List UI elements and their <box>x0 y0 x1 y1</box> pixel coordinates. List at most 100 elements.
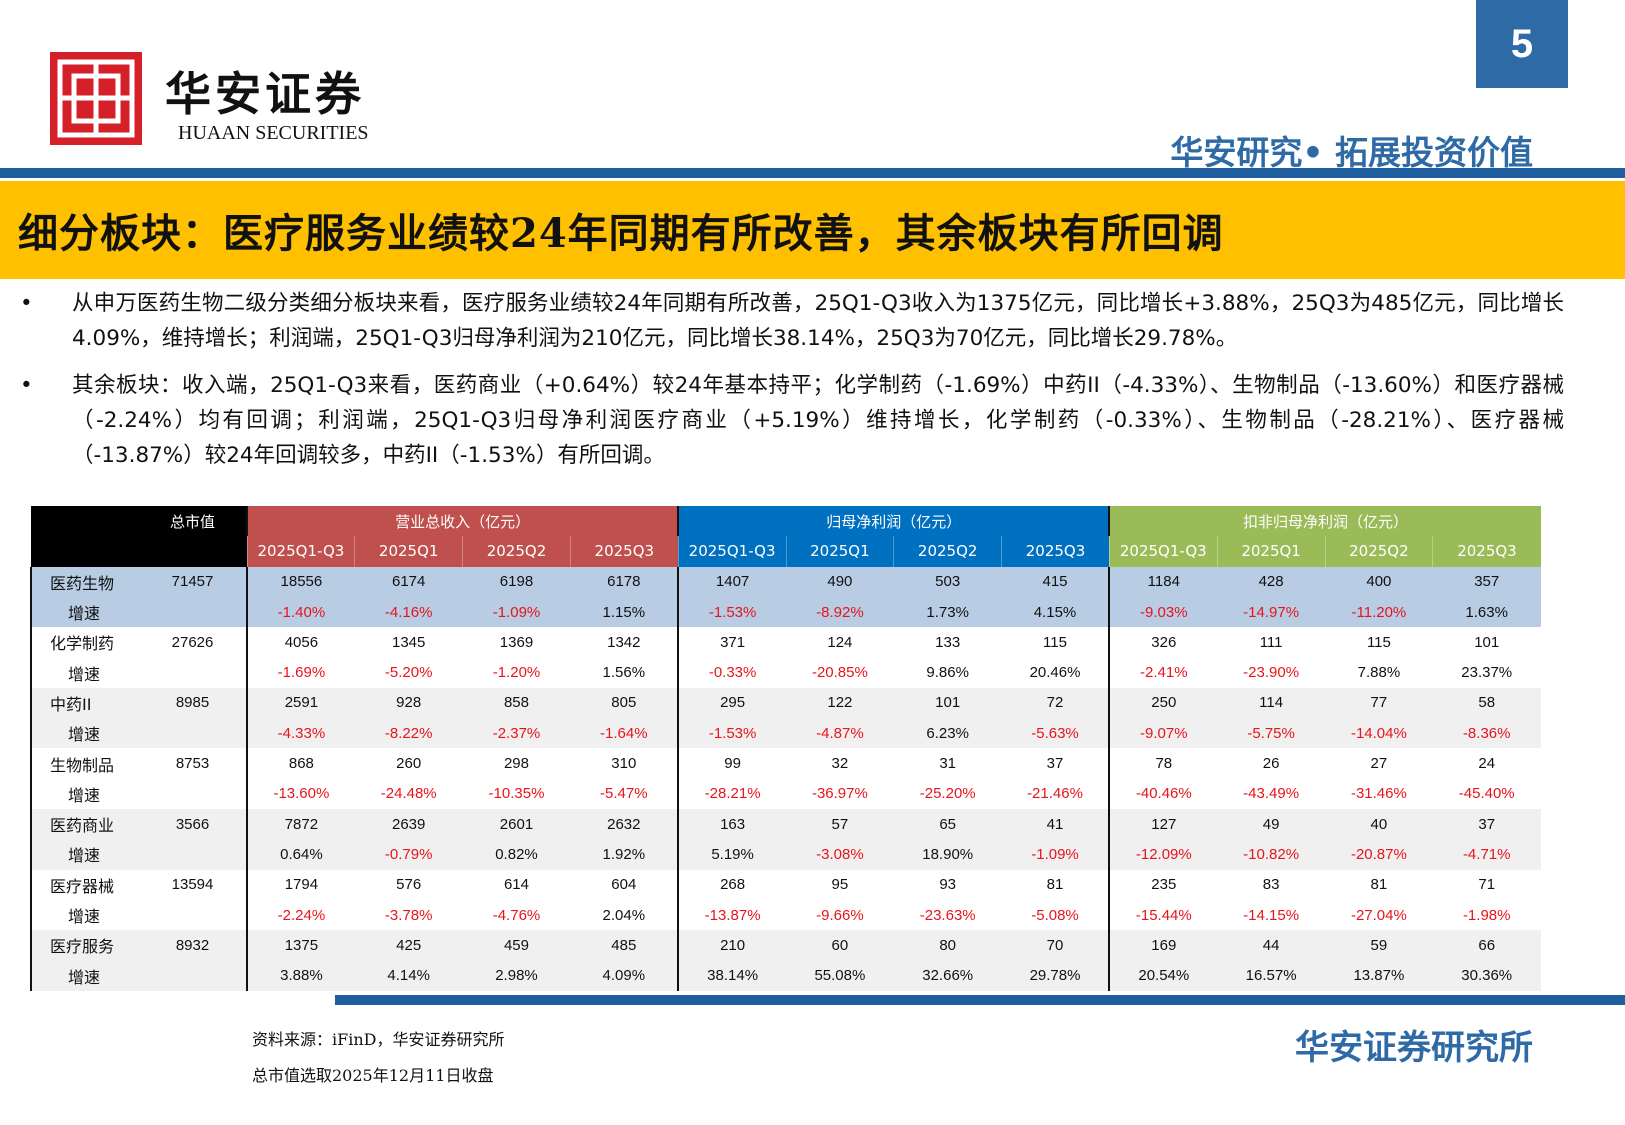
growth-cell: -1.69% <box>246 657 355 688</box>
value-cell: 210 <box>677 930 786 961</box>
value-cell: 459 <box>462 930 571 961</box>
value-cell: 24 <box>1432 748 1541 779</box>
bullet-list: • 从申万医药生物二级分类细分板块来看，医疗服务业绩较24年同期有所改善，25Q1… <box>14 286 1614 485</box>
value-cell: 37 <box>1432 808 1541 840</box>
growth-cell: -9.07% <box>1108 718 1218 749</box>
period-header: 2025Q2 <box>893 536 1002 567</box>
growth-label: 增速 <box>30 718 139 749</box>
growth-cell: -15.44% <box>1108 899 1218 931</box>
value-cell: 235 <box>1108 869 1218 900</box>
growth-cell: 23.37% <box>1432 657 1541 688</box>
value-cell: 77 <box>1325 687 1433 719</box>
value-cell: 2601 <box>462 808 571 840</box>
group-header: 扣非归母净利润（亿元） <box>1108 506 1541 537</box>
header-divider <box>0 168 1625 178</box>
growth-cell: -2.41% <box>1108 657 1218 688</box>
table-row: 医疗器械 13594 1794 576 614 604 268 95 93 81 235 83 81 71 <box>30 869 1541 900</box>
value-cell: 99 <box>677 748 786 779</box>
value-cell: 310 <box>570 748 679 779</box>
growth-cell: -1.98% <box>1432 899 1541 931</box>
value-cell: 604 <box>570 869 679 900</box>
value-cell: 2591 <box>246 687 355 719</box>
growth-cell: 0.64% <box>246 839 355 870</box>
empty-cell <box>139 657 247 688</box>
value-cell: 133 <box>893 627 1002 658</box>
empty-cell <box>139 960 247 991</box>
mcap-header: 总市值 <box>139 506 247 537</box>
value-cell: 71 <box>1432 869 1541 900</box>
growth-cell: -25.20% <box>893 778 1002 809</box>
value-cell: 485 <box>570 930 679 961</box>
growth-cell: 1.15% <box>570 596 679 628</box>
value-cell: 357 <box>1432 566 1541 597</box>
value-cell: 78 <box>1108 748 1218 779</box>
value-cell: 1369 <box>462 627 571 658</box>
growth-cell: -43.49% <box>1217 778 1325 809</box>
value-cell: 49 <box>1217 808 1325 840</box>
growth-cell: 4.15% <box>1001 596 1110 628</box>
value-cell: 122 <box>786 687 894 719</box>
empty-cell <box>139 899 247 931</box>
growth-cell: -14.97% <box>1217 596 1325 628</box>
growth-cell: -23.63% <box>893 899 1002 931</box>
growth-cell: 1.63% <box>1432 596 1541 628</box>
growth-cell: -14.04% <box>1325 718 1433 749</box>
growth-cell: 55.08% <box>786 960 894 991</box>
period-header: 2025Q1-Q3 <box>677 536 786 567</box>
period-header: 2025Q1 <box>1216 536 1325 567</box>
growth-cell: -40.46% <box>1108 778 1218 809</box>
title-bar: 细分板块：医疗服务业绩较24年同期有所改善，其余板块有所回调 <box>0 181 1625 279</box>
period-header: 2025Q1-Q3 <box>246 536 355 567</box>
period-header: 2025Q2 <box>462 536 571 567</box>
growth-cell: -0.33% <box>677 657 786 688</box>
value-cell: 81 <box>1325 869 1433 900</box>
growth-cell: 5.19% <box>677 839 786 870</box>
growth-cell: -2.37% <box>462 718 571 749</box>
value-cell: 81 <box>1001 869 1110 900</box>
value-cell: 72 <box>1001 687 1110 719</box>
growth-cell: -1.20% <box>462 657 571 688</box>
value-cell: 250 <box>1108 687 1218 719</box>
growth-cell: -11.20% <box>1325 596 1433 628</box>
value-cell: 58 <box>1432 687 1541 719</box>
growth-cell: -5.20% <box>354 657 463 688</box>
sector-name: 生物制品 <box>30 748 139 779</box>
value-cell: 60 <box>786 930 894 961</box>
value-cell: 576 <box>354 869 463 900</box>
value-cell: 295 <box>677 687 786 719</box>
page-number: 5 <box>1476 0 1568 88</box>
growth-cell: 16.57% <box>1217 960 1325 991</box>
growth-cell: 38.14% <box>677 960 786 991</box>
value-cell: 41 <box>1001 808 1110 840</box>
growth-cell: -1.53% <box>677 596 786 628</box>
corner-cell <box>31 536 139 567</box>
growth-cell: -36.97% <box>786 778 894 809</box>
bullet-icon: • <box>20 291 33 316</box>
bullet-item: • 其余板块：收入端，25Q1-Q3来看，医药商业（+0.64%）较24年基本持平… <box>14 368 1614 473</box>
sector-name: 医疗服务 <box>30 930 139 961</box>
value-cell: 101 <box>893 687 1002 719</box>
growth-cell: -1.09% <box>462 596 571 628</box>
growth-cell: 18.90% <box>893 839 1002 870</box>
growth-cell: 1.92% <box>570 839 679 870</box>
growth-cell: 4.09% <box>570 960 679 991</box>
page-title: 细分板块：医疗服务业绩较24年同期有所改善，其余板块有所回调 <box>18 210 1224 257</box>
value-cell: 1794 <box>246 869 355 900</box>
value-cell: 40 <box>1325 808 1433 840</box>
value-cell: 95 <box>786 869 894 900</box>
value-cell: 326 <box>1108 627 1218 658</box>
growth-cell: -3.78% <box>354 899 463 931</box>
growth-cell: 2.98% <box>462 960 571 991</box>
empty-cell <box>139 778 247 809</box>
table-row: 化学制药 27626 4056 1345 1369 1342 371 124 133 115 326… <box>30 627 1541 658</box>
growth-cell: 9.86% <box>893 657 1002 688</box>
value-cell: 858 <box>462 687 571 719</box>
source-notes: 资料来源：iFinD，华安证券研究所 总市值选取2025年12月11日收盘 <box>252 1022 504 1094</box>
value-cell: 114 <box>1217 687 1325 719</box>
growth-cell: -8.22% <box>354 718 463 749</box>
growth-label: 增速 <box>30 960 139 991</box>
growth-label: 增速 <box>30 839 139 870</box>
value-cell: 1407 <box>677 566 786 597</box>
growth-row: 增速 3.88% 4.14% 2.98% 4.09% 38.14% 55.08% 32.66%… <box>30 960 1541 991</box>
growth-cell: -24.48% <box>354 778 463 809</box>
